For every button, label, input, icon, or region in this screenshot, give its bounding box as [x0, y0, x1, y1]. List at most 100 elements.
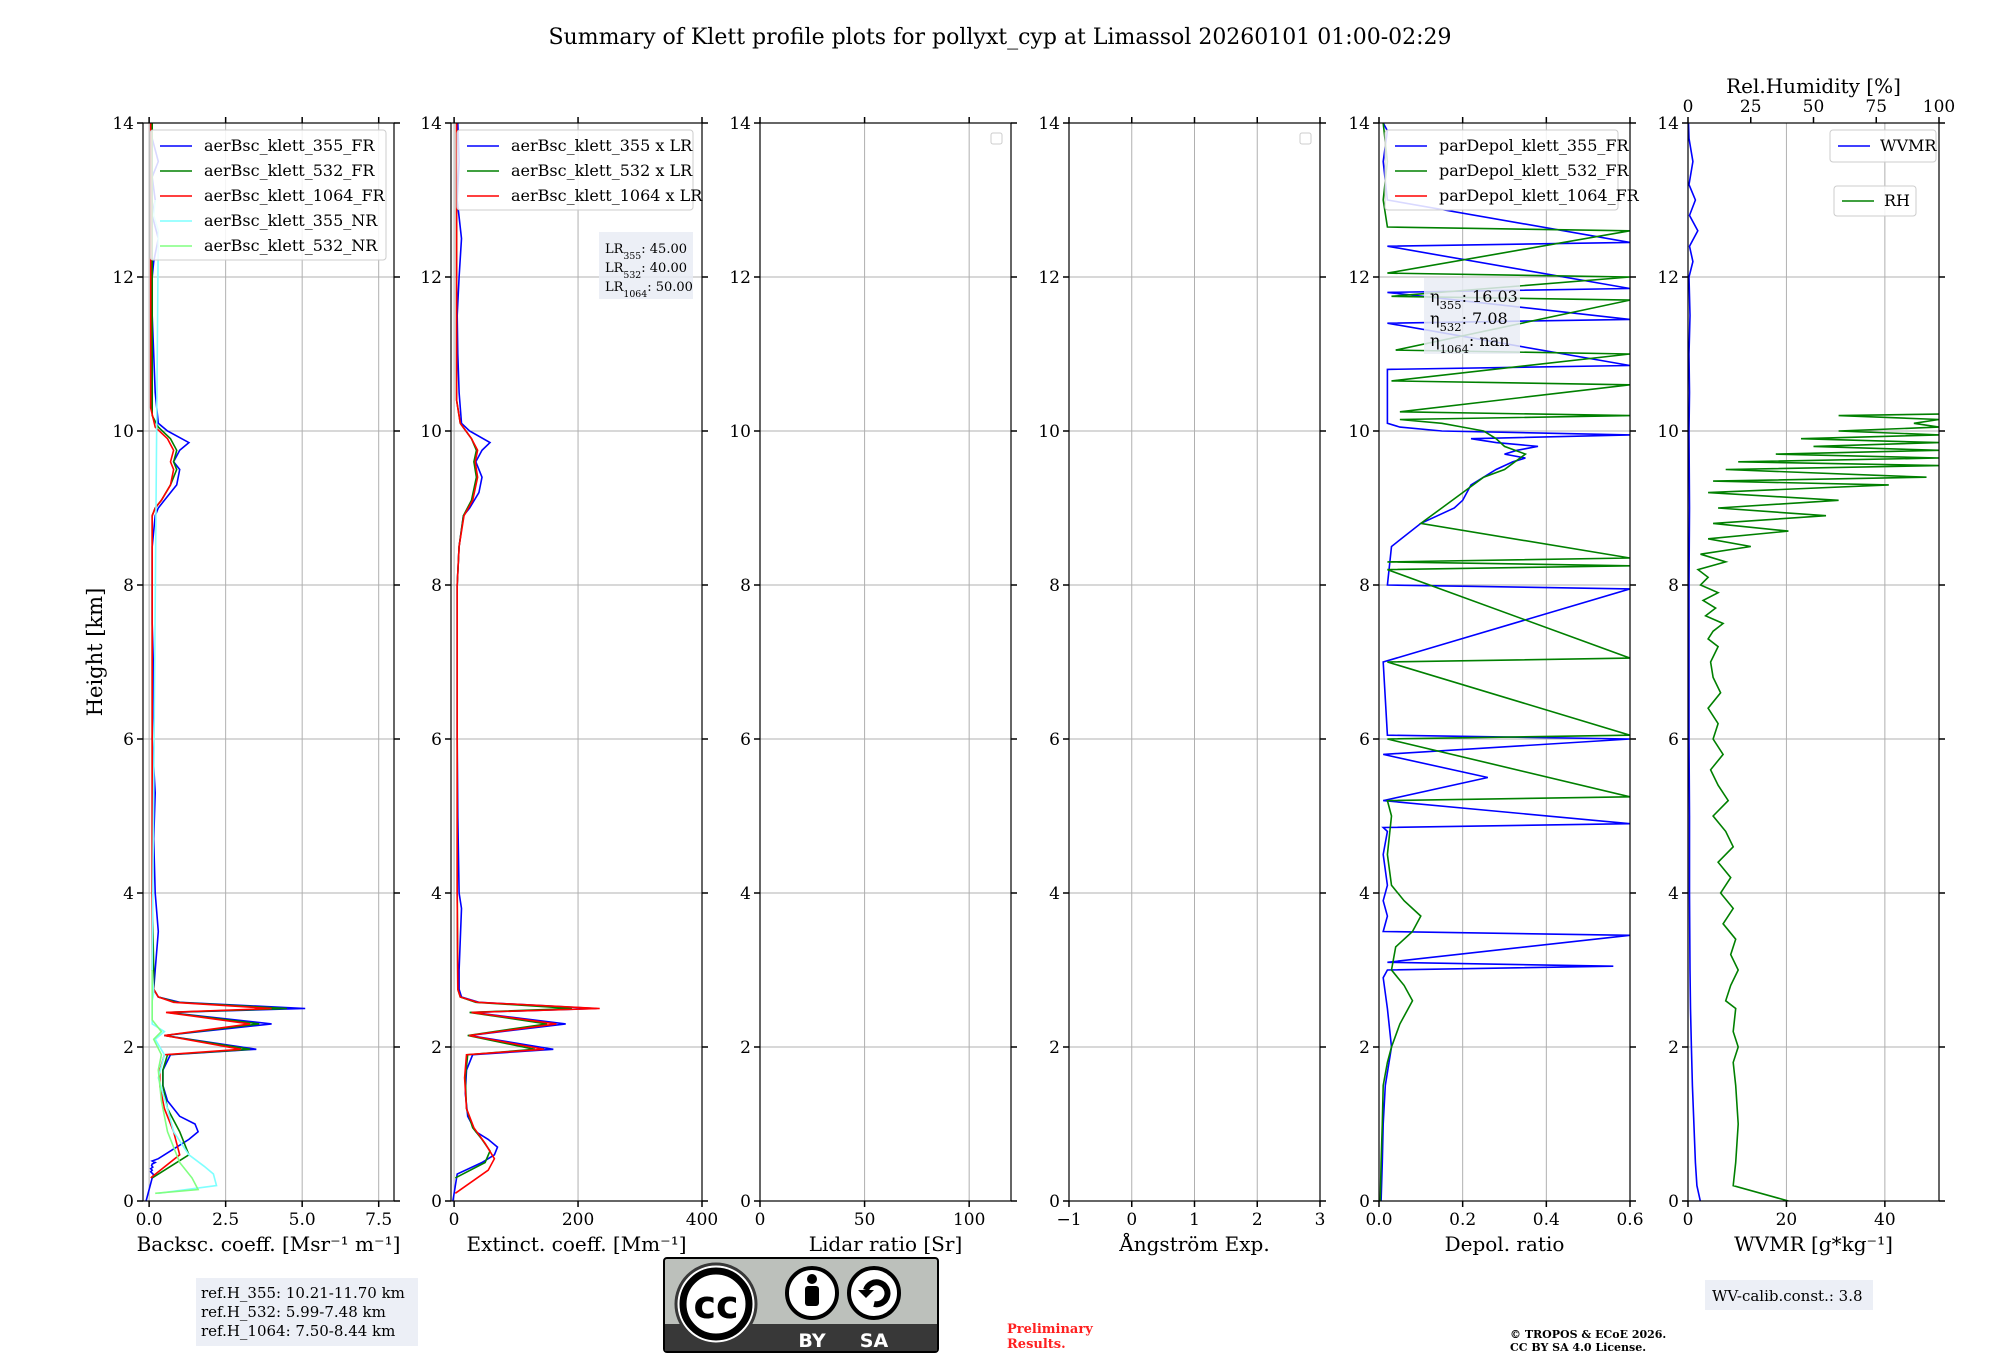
x-tick-label: 0.4: [1533, 1210, 1560, 1230]
y-tick-label: 6: [431, 730, 442, 750]
y-tick-label: 4: [1049, 884, 1060, 904]
legend-label: parDepol_klett_1064_FR: [1439, 186, 1640, 205]
ref-height-355: ref.H_355: 10.21-11.70 km: [201, 1284, 405, 1302]
lidar-ratio-box-line: LR355: 45.00: [605, 242, 687, 262]
legend-label: aerBsc_klett_532 x LR: [511, 161, 693, 180]
wv-calib-bg: [1705, 1280, 1873, 1310]
y-tick-label: 4: [1359, 884, 1370, 904]
legend-label: aerBsc_klett_355_FR: [204, 136, 375, 155]
eta-box-line: η532: 7.08: [1430, 309, 1508, 334]
series-group: [145, 123, 306, 1201]
legend-label: aerBsc_klett_532_NR: [204, 236, 378, 255]
legend-label: aerBsc_klett_1064 x LR: [511, 186, 703, 205]
y-tick-label: 0: [1049, 1192, 1060, 1212]
cc-by-sa-badge[interactable]: cc BY SA: [663, 1257, 939, 1353]
top-x-axis-label: Rel.Humidity [%]: [1726, 74, 1901, 98]
y-axis-label: Height [km]: [83, 588, 107, 717]
x-tick-label: 40: [1874, 1210, 1896, 1230]
y-tick-label: 0: [1668, 1192, 1679, 1212]
y-tick-label: 10: [420, 422, 442, 442]
top-x-tick-label: 50: [1803, 97, 1825, 117]
wv-calib-box: WV-calib.const.: 3.8: [1705, 1280, 1873, 1310]
series-group: [1688, 123, 1939, 1201]
eta-box-line: η355: 16.03: [1430, 287, 1518, 312]
y-tick-label: 4: [1668, 884, 1679, 904]
axes-frame: [1378, 122, 1631, 1202]
y-tick-label: 6: [123, 730, 134, 750]
x-tick-label: 0.0: [136, 1210, 163, 1230]
y-tick-label: 0: [740, 1192, 751, 1212]
wv-calib-text: WV-calib.const.: 3.8: [1712, 1287, 1863, 1305]
x-tick-label: 0: [449, 1210, 460, 1230]
x-tick-label: 3: [1315, 1210, 1326, 1230]
x-tick-label: 200: [562, 1210, 594, 1230]
legend: WVMR RH: [1829, 129, 1937, 217]
x-axis-label: Lidar ratio [Sr]: [809, 1232, 963, 1256]
legend: parDepol_klett_355_FR parDepol_klett_532_…: [1384, 129, 1640, 211]
x-tick-label: 2: [1252, 1210, 1263, 1230]
lidar-ratio-box-line: LR1064: 50.00: [605, 280, 693, 300]
series-aerBsc_klett_355 x LR: [452, 123, 597, 1201]
x-axis-label: Extinct. coeff. [Mm⁻¹]: [466, 1232, 686, 1256]
badge-by-label: BY: [798, 1330, 825, 1352]
y-tick-label: 4: [740, 884, 751, 904]
series-aerBsc_klett_532 x LR: [454, 123, 572, 1179]
legend-label: aerBsc_klett_1064_FR: [204, 186, 386, 205]
x-axis-label: Backsc. coeff. [Msr⁻¹ m⁻¹]: [137, 1232, 401, 1256]
y-tick-label: 14: [729, 114, 751, 134]
legend-bg: [1384, 129, 1619, 211]
series-aerBsc_klett_1064_FR: [149, 123, 272, 1179]
ref-heights-box: ref.H_355: 10.21-11.70 km ref.H_532: 5.9…: [196, 1278, 418, 1346]
axes-frame: [142, 122, 395, 1202]
y-tick-label: 10: [112, 422, 134, 442]
top-x-tick-label: 100: [1923, 97, 1955, 117]
y-tick-label: 8: [431, 576, 442, 596]
eta-box-line: η1064: nan: [1430, 331, 1510, 356]
preliminary-note: Preliminary Results.: [1007, 1322, 1093, 1352]
ref-height-532: ref.H_532: 5.99-7.48 km: [201, 1303, 386, 1321]
x-tick-label: 0.0: [1365, 1210, 1392, 1230]
series-RH: [1696, 413, 1939, 1201]
y-tick-label: 6: [1049, 730, 1060, 750]
x-tick-label: 0.6: [1616, 1210, 1643, 1230]
y-tick-label: 0: [1359, 1192, 1370, 1212]
lidar-ratio-box-bg: [599, 232, 693, 299]
y-tick-label: 0: [123, 1192, 134, 1212]
legend-bg: [149, 129, 387, 261]
legend-label: aerBsc_klett_355 x LR: [511, 136, 693, 155]
x-tick-label: 0: [1683, 1210, 1694, 1230]
x-tick-label: 0: [755, 1210, 766, 1230]
badge-sa-label: SA: [860, 1330, 889, 1352]
y-tick-label: 8: [1049, 576, 1060, 596]
legend: aerBsc_klett_355 x LR aerBsc_klett_532 x …: [456, 129, 703, 211]
x-axis-label: Ångström Exp.: [1118, 1231, 1269, 1256]
preliminary-line-1: Preliminary: [1007, 1322, 1093, 1337]
empty-legend-icon: [990, 132, 1003, 145]
y-tick-label: 2: [1049, 1038, 1060, 1058]
legend-label: parDepol_klett_532_FR: [1439, 161, 1630, 180]
y-tick-label: 2: [123, 1038, 134, 1058]
y-tick-label: 12: [1038, 268, 1060, 288]
x-axis-label: Depol. ratio: [1445, 1232, 1565, 1256]
figure-title: Summary of Klett profile plots for polly…: [548, 25, 1451, 50]
y-tick-label: 4: [431, 884, 442, 904]
series-group: [452, 123, 600, 1201]
by-person-icon: [785, 1266, 839, 1320]
lidar-ratio-box-line: LR532: 40.00: [605, 261, 687, 281]
y-tick-label: 10: [729, 422, 751, 442]
y-tick-label: 8: [123, 576, 134, 596]
y-tick-label: 2: [431, 1038, 442, 1058]
y-tick-label: 14: [1657, 114, 1679, 134]
y-tick-label: 4: [123, 884, 134, 904]
panel-dep: 0 2 4 6 8 10 12 14 0.0 0.2 0.4 0.6 Depol. ratio parDe…: [1348, 114, 1643, 1256]
x-tick-label: 0.2: [1449, 1210, 1476, 1230]
y-tick-label: 10: [1038, 422, 1060, 442]
y-tick-label: 10: [1657, 422, 1679, 442]
series-aerBsc_klett_355_NR: [151, 199, 218, 1195]
preliminary-line-2: Results.: [1007, 1337, 1066, 1352]
